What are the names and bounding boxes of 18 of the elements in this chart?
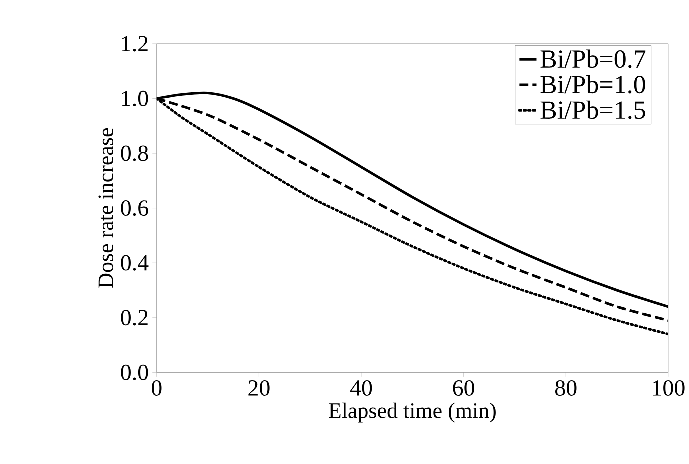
y-tick-label: 0.2 <box>121 310 148 326</box>
y-tick-label: 1.2 <box>122 36 148 52</box>
y-tick-label: 0.4 <box>121 255 149 272</box>
x-tick-label: 60 <box>453 380 474 396</box>
y-tick-label: 0.0 <box>121 365 148 381</box>
legend-label: Bi/Pb=1.0 <box>540 76 646 94</box>
y-axis-title: Dose rate increase <box>98 128 114 288</box>
y-tick-label: 0.6 <box>121 200 148 216</box>
legend-label: Bi/Pb=0.7 <box>540 50 646 68</box>
x-tick-label: 100 <box>653 380 685 396</box>
x-tick-label: 80 <box>556 380 577 396</box>
x-axis-title: Elapsed time (min) <box>329 403 496 423</box>
legend-label: Bi/Pb=1.5 <box>540 101 646 120</box>
y-tick-label: 1.0 <box>122 91 148 107</box>
x-tick-label: 20 <box>248 380 270 396</box>
x-tick-label: 0 <box>152 380 162 396</box>
x-tick-label: 40 <box>350 380 372 396</box>
y-tick-label: 0.8 <box>121 146 148 162</box>
